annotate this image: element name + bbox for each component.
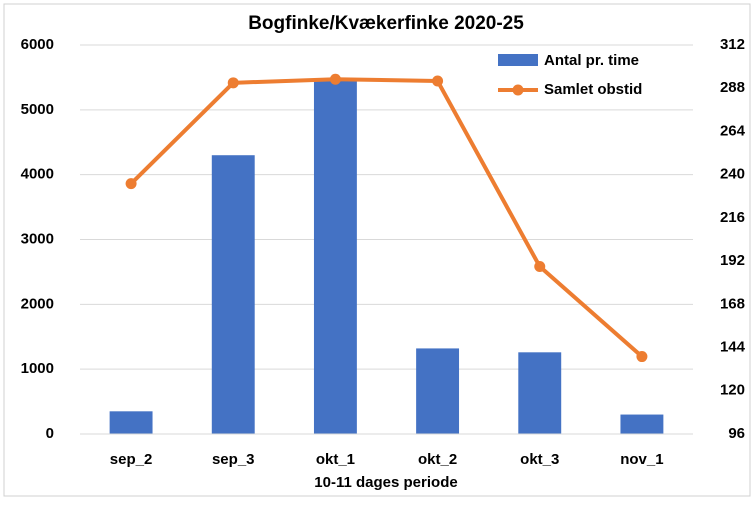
x-tick-label: okt_1 — [316, 451, 355, 468]
y-tick-label: 2000 — [21, 295, 54, 312]
y2-tick-label: 120 — [720, 382, 745, 399]
line-marker — [125, 178, 137, 190]
line-marker — [636, 351, 648, 363]
x-tick-label: sep_2 — [110, 451, 153, 468]
bar — [211, 155, 255, 434]
y-tick-label: 6000 — [21, 36, 54, 53]
y2-tick-label: 288 — [720, 79, 745, 96]
y-tick-label: 0 — [46, 425, 54, 442]
line-marker — [432, 75, 444, 87]
bar — [109, 411, 153, 434]
bar — [620, 414, 664, 434]
line-marker — [329, 73, 341, 85]
x-tick-label: okt_2 — [418, 451, 457, 468]
x-tick-label: sep_3 — [212, 451, 255, 468]
y2-tick-label: 192 — [720, 252, 745, 269]
y2-tick-label: 144 — [720, 339, 746, 356]
legend-swatch — [512, 84, 524, 96]
y-tick-label: 4000 — [21, 166, 54, 183]
bar — [313, 80, 357, 435]
legend-label: Antal pr. time — [544, 52, 639, 69]
y-tick-label: 3000 — [21, 230, 54, 247]
y2-tick-label: 168 — [720, 295, 745, 312]
chart-title: Bogfinke/Kvækerfinke 2020-25 — [248, 13, 524, 34]
x-tick-label: nov_1 — [620, 451, 663, 468]
line — [129, 77, 644, 359]
y2-tick-label: 216 — [720, 209, 745, 226]
legend-swatch — [498, 54, 538, 66]
bar — [416, 348, 460, 434]
x-tick-label: okt_3 — [520, 451, 559, 468]
y2-tick-label: 264 — [720, 122, 746, 139]
y2-tick-label: 96 — [728, 425, 745, 442]
y-tick-label: 5000 — [21, 101, 54, 118]
x-axis-title: 10-11 dages periode — [314, 474, 457, 491]
line-marker — [534, 261, 546, 273]
bar — [518, 352, 562, 434]
line-marker — [227, 77, 239, 89]
y-tick-label: 1000 — [21, 360, 54, 377]
y2-tick-label: 312 — [720, 36, 745, 53]
legend-label: Samlet obstid — [544, 81, 642, 98]
y2-tick-label: 240 — [720, 166, 745, 183]
